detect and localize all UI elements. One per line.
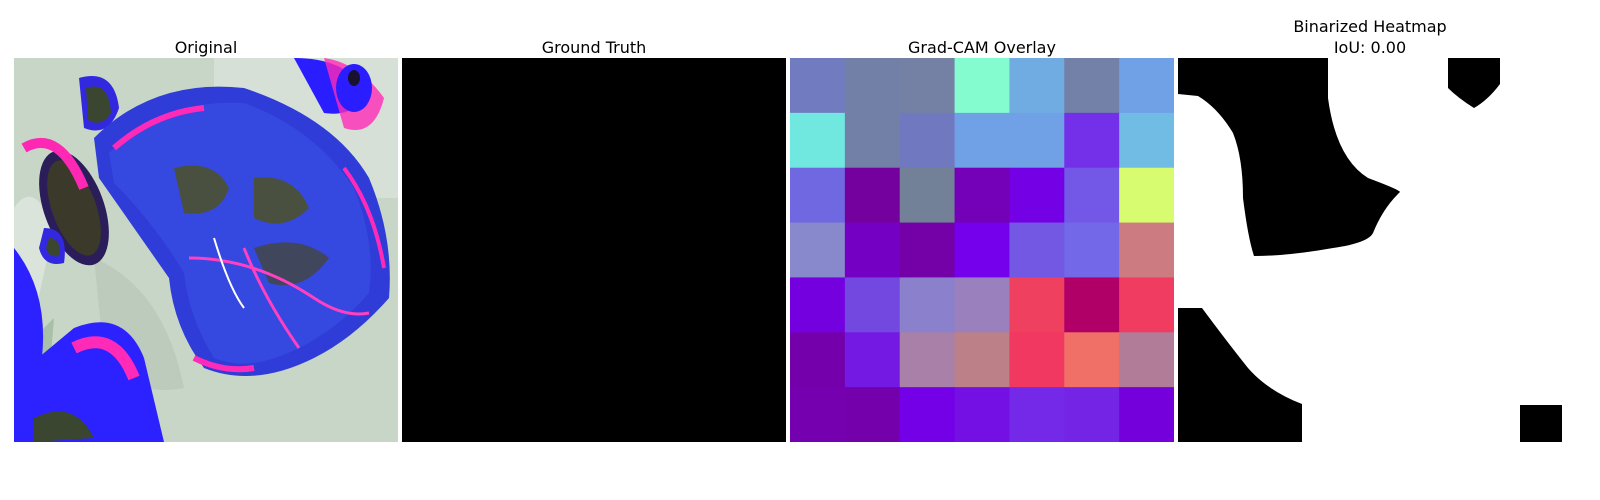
gradcam-cell — [899, 112, 956, 169]
gradcam-cell — [790, 387, 846, 442]
gradcam-overlay-image — [790, 58, 1174, 442]
gradcam-cell — [954, 277, 1010, 333]
panel-title-original: Original — [174, 38, 238, 57]
gradcam-cell — [1064, 387, 1120, 442]
gradcam-cell — [790, 167, 846, 224]
gradcam-cell — [899, 167, 956, 224]
gradcam-cell — [790, 112, 846, 169]
gradcam-cell — [1064, 277, 1120, 333]
gradcam-cell — [844, 112, 901, 169]
gradcam-cell — [1009, 332, 1065, 388]
ground-truth-mask — [402, 58, 786, 442]
original-leaf-image — [14, 58, 398, 442]
gradcam-cell — [1064, 332, 1120, 388]
panel-title-binarized: Binarized Heatmap IoU: 0.00 — [1293, 17, 1447, 57]
gradcam-cell — [1064, 167, 1120, 224]
gradcam-cell — [1009, 222, 1065, 278]
gradcam-cell — [1119, 167, 1174, 224]
gradcam-cell — [1009, 58, 1065, 114]
gradcam-cell — [790, 58, 846, 114]
gradcam-cell — [1119, 222, 1174, 278]
gradcam-cell — [954, 387, 1010, 442]
gradcam-grid — [790, 58, 1174, 442]
gradcam-cell — [954, 222, 1010, 278]
gradcam-cell — [1009, 277, 1065, 333]
gradcam-cell — [954, 332, 1010, 388]
gradcam-cell — [1119, 58, 1174, 114]
gradcam-cell — [844, 277, 901, 333]
gradcam-cell — [954, 112, 1010, 169]
gradcam-cell — [1009, 112, 1065, 169]
gradcam-cell — [1064, 112, 1120, 169]
gradcam-cell — [844, 222, 901, 278]
gradcam-cell — [899, 387, 956, 442]
gradcam-cell — [954, 167, 1010, 224]
gradcam-cell — [1009, 387, 1065, 442]
gradcam-cell — [1119, 387, 1174, 442]
panel-title-gradcam: Grad-CAM Overlay — [908, 38, 1056, 57]
gradcam-cell — [1009, 167, 1065, 224]
binarized-heatmap-image — [1178, 58, 1562, 442]
gradcam-cell — [954, 58, 1010, 114]
panel-title-ground-truth: Ground Truth — [541, 38, 647, 57]
gradcam-cell — [1119, 332, 1174, 388]
gradcam-cell — [844, 58, 901, 114]
gradcam-cell — [1064, 58, 1120, 114]
gradcam-cell — [844, 167, 901, 224]
gradcam-cell — [1119, 277, 1174, 333]
gradcam-cell — [790, 222, 846, 278]
gradcam-cell — [899, 332, 956, 388]
gradcam-cell — [899, 277, 956, 333]
gradcam-cell — [899, 58, 956, 114]
gradcam-cell — [844, 387, 901, 442]
gradcam-cell — [1064, 222, 1120, 278]
gradcam-cell — [1119, 112, 1174, 169]
gradcam-cell — [790, 277, 846, 333]
gradcam-cell — [790, 332, 846, 388]
gradcam-cell — [844, 332, 901, 388]
gradcam-cell — [899, 222, 956, 278]
